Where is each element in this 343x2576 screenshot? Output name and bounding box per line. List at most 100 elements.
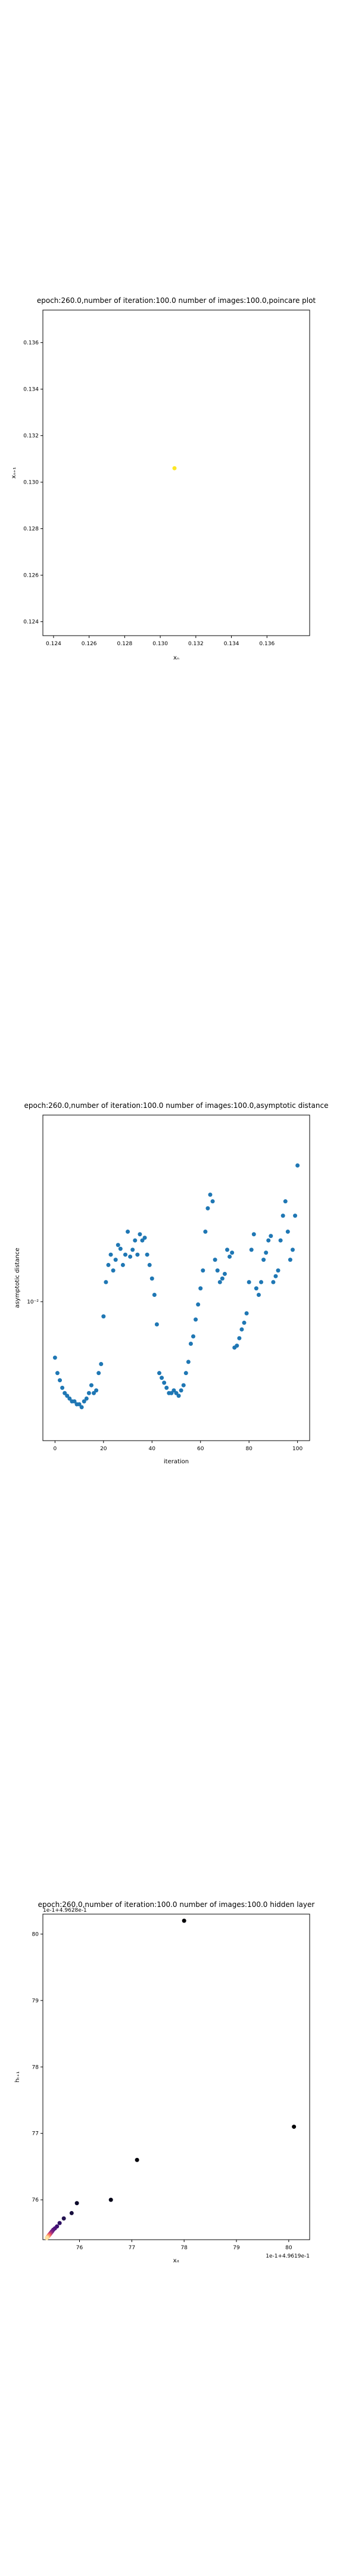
y-tick-label: 0.128	[23, 527, 39, 532]
data-point	[186, 1360, 191, 1364]
data-point	[104, 1280, 108, 1284]
data-point	[149, 1276, 154, 1281]
data-point	[217, 1280, 222, 1284]
data-point	[174, 1391, 179, 1395]
data-point	[280, 1213, 285, 1218]
data-point	[162, 1380, 167, 1385]
data-point	[230, 1250, 235, 1255]
x-tick-label: 79	[233, 2245, 240, 2251]
data-point	[152, 1293, 157, 1298]
data-point	[160, 1376, 164, 1380]
data-point	[196, 1302, 201, 1307]
data-point	[45, 2236, 49, 2240]
data-point	[249, 1247, 254, 1252]
data-point	[99, 1362, 104, 1367]
data-point	[176, 1394, 181, 1398]
x-tick-label: 0.124	[46, 641, 61, 647]
data-point	[273, 1274, 278, 1278]
x-tick-label: 0.134	[224, 641, 239, 647]
data-point	[254, 1286, 258, 1291]
data-point	[215, 1268, 220, 1273]
data-point	[247, 1280, 251, 1284]
data-point	[251, 1232, 256, 1237]
data-point	[135, 2157, 139, 2162]
data-point	[271, 1280, 276, 1284]
chart2-plot-frame	[42, 1114, 310, 1441]
x-tick-label: 80	[285, 2245, 292, 2251]
data-point	[120, 1262, 125, 1267]
data-point	[116, 1243, 120, 1247]
chart2-x-label: iteration	[164, 1459, 189, 1465]
data-point	[288, 1258, 292, 1262]
chart3-x-offset: 1e-1+4.9619e-1	[266, 2253, 310, 2259]
chart1-x-label: xₙ	[173, 655, 179, 661]
y-tick-label: 76	[32, 2197, 39, 2203]
data-point	[79, 1405, 84, 1410]
data-point	[235, 1343, 239, 1348]
chart3-y-offset: 1e-1+4.9628e-1	[43, 1908, 87, 1914]
data-point	[147, 1262, 152, 1267]
chart2-y-label: asymptotic distance	[14, 1247, 21, 1308]
data-point	[61, 2216, 66, 2221]
data-point	[237, 1336, 242, 1340]
data-point	[101, 1314, 106, 1319]
x-tick-label: 60	[197, 1446, 204, 1452]
data-point	[108, 1252, 113, 1257]
data-point	[256, 1293, 261, 1298]
data-point	[67, 1396, 72, 1401]
data-point	[293, 1213, 298, 1218]
data-point	[130, 1247, 135, 1252]
x-tick-label: 80	[245, 1446, 252, 1452]
chart1-y-label: xₙ₊₁	[11, 467, 17, 478]
data-point	[169, 1391, 174, 1395]
data-point	[222, 1271, 227, 1276]
data-point	[57, 2221, 62, 2225]
y-tick-label: 0.134	[23, 387, 39, 393]
asymptotic-distance-chart: epoch:260.0,number of iteration:100.0 nu…	[14, 1101, 328, 1465]
data-point	[203, 1230, 208, 1234]
data-point	[172, 1388, 176, 1393]
data-point	[128, 1254, 133, 1259]
data-point	[63, 1391, 67, 1395]
data-point	[92, 1391, 96, 1395]
data-point	[145, 1252, 149, 1257]
data-point	[295, 1163, 300, 1168]
x-tick-label: 78	[180, 2245, 188, 2251]
data-point	[220, 1276, 224, 1281]
y-tick-label: 0.132	[23, 434, 39, 439]
chart3-x-label: xᵢₜ	[173, 2258, 180, 2264]
data-point	[60, 1385, 65, 1390]
data-point	[198, 1286, 203, 1291]
x-tick-label: 0.136	[259, 641, 275, 647]
y-tick-label: 0.130	[23, 480, 39, 486]
x-tick-label: 76	[76, 2245, 83, 2251]
data-point	[164, 1385, 169, 1390]
data-point	[225, 1247, 230, 1252]
y-tick-label: 79	[32, 1998, 39, 2004]
data-point	[126, 1230, 130, 1234]
x-tick-label: 40	[149, 1446, 156, 1452]
hidden-layer-chart: epoch:260.0,number of iteration:100.0 nu…	[14, 1900, 314, 2264]
data-point	[183, 1371, 188, 1376]
poincare-plot-chart: epoch:260.0,number of iteration:100.0 nu…	[11, 296, 316, 661]
x-tick-label: 0	[53, 1446, 57, 1452]
data-point	[138, 1232, 142, 1237]
data-point	[69, 2210, 74, 2215]
data-point	[191, 1334, 196, 1339]
data-point	[179, 1388, 183, 1393]
data-point	[106, 1262, 111, 1267]
data-point	[285, 1230, 290, 1234]
data-point	[135, 1252, 140, 1257]
data-point	[108, 2197, 113, 2202]
x-tick-label: 0.132	[188, 641, 204, 647]
chart1-title: epoch:260.0,number of iteration:100.0 nu…	[37, 296, 316, 305]
data-point	[94, 1388, 99, 1393]
y-tick-label: 77	[32, 2131, 39, 2137]
data-point	[172, 466, 177, 470]
data-point	[278, 1238, 283, 1243]
data-point	[154, 1322, 159, 1327]
data-point	[72, 1399, 77, 1404]
x-tick-label: 100	[292, 1446, 303, 1452]
data-point	[82, 1399, 86, 1404]
data-point	[140, 1238, 145, 1243]
